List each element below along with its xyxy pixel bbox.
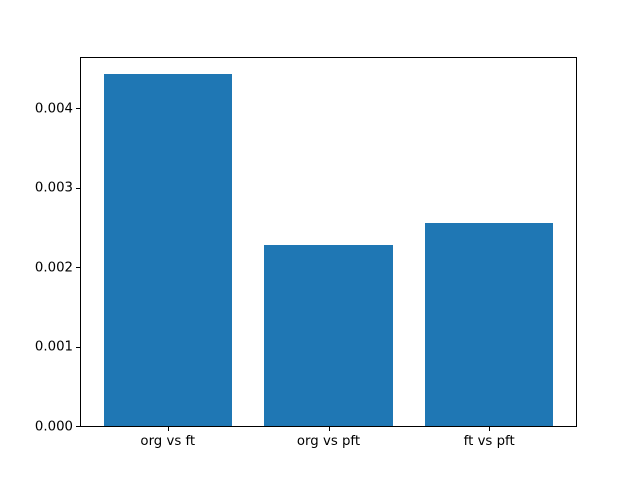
bar-ft-vs-pft bbox=[424, 223, 554, 426]
y-tick-mark bbox=[76, 426, 80, 427]
y-tick-mark bbox=[76, 187, 80, 189]
y-tick-label: 0.003 bbox=[34, 180, 73, 196]
x-tick-mark bbox=[328, 427, 330, 431]
y-tick-mark bbox=[76, 267, 80, 268]
x-tick-label-org-vs-ft: org vs ft bbox=[140, 434, 196, 449]
y-tick-label: 0.001 bbox=[34, 339, 73, 355]
y-tick-mark bbox=[76, 108, 80, 110]
x-tick-label-org-vs-pft: org vs pft bbox=[296, 434, 361, 449]
bar-org-vs-pft bbox=[264, 244, 393, 426]
plot-area bbox=[80, 57, 577, 427]
x-tick-mark bbox=[489, 427, 491, 431]
x-tick-label-ft-vs-pft: ft vs pft bbox=[463, 434, 515, 449]
y-tick-label: 0.000 bbox=[34, 418, 73, 434]
y-tick-label: 0.004 bbox=[34, 100, 73, 116]
y-tick-label: 0.002 bbox=[34, 259, 73, 275]
x-tick-mark bbox=[167, 427, 169, 431]
bar-org-vs-ft bbox=[103, 73, 233, 426]
y-tick-mark bbox=[76, 346, 80, 348]
